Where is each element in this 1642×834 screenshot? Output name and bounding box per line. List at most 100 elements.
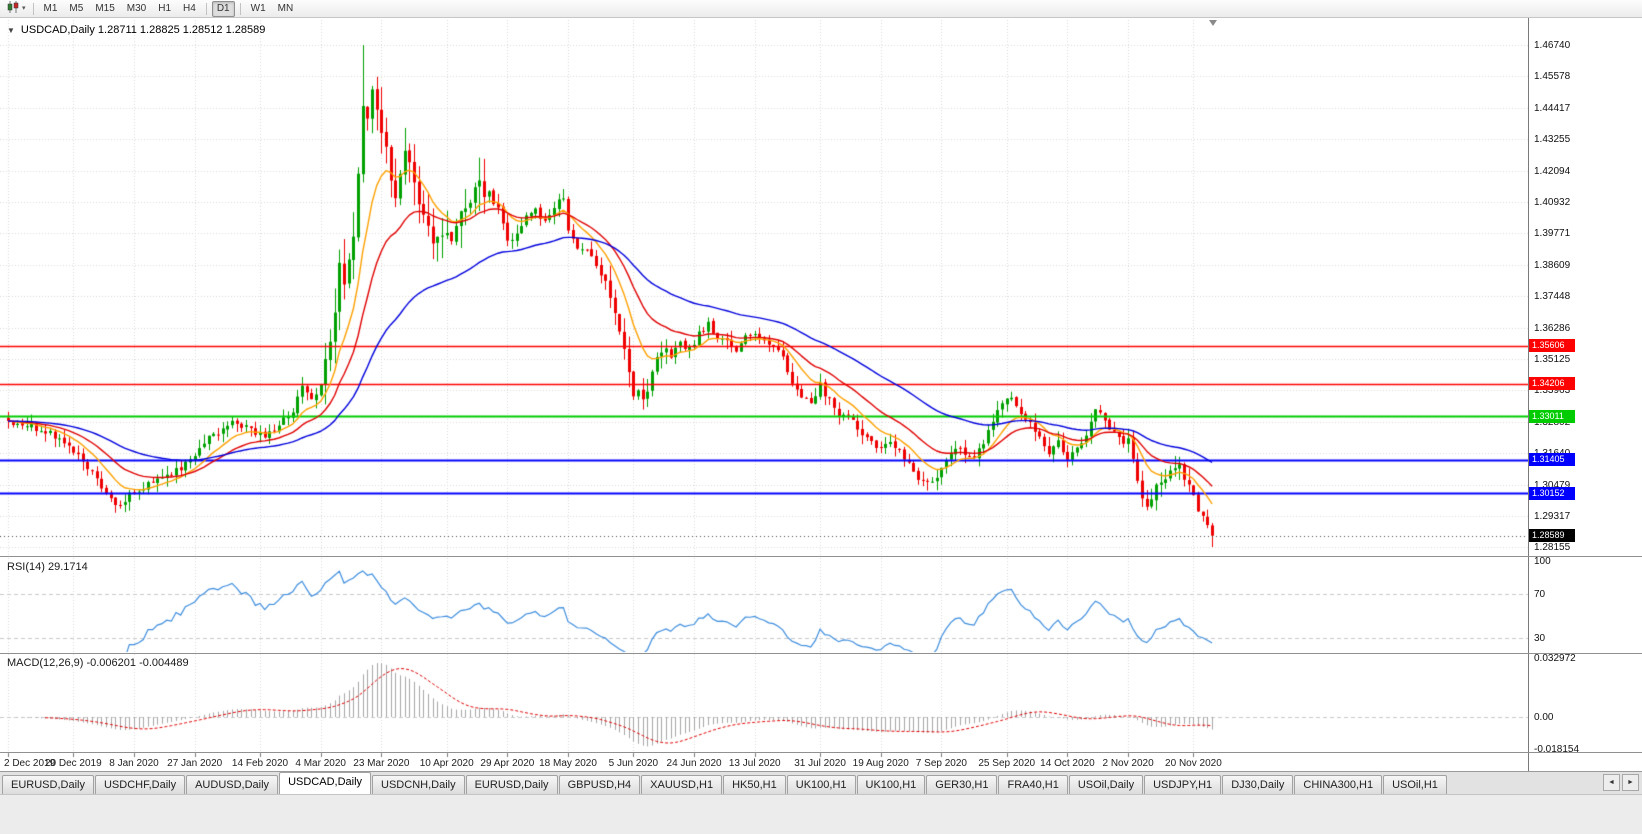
chart-tab-ger30-h1[interactable]: GER30,H1 <box>926 775 998 794</box>
chart-window: 1.46740 1.45578 1.44417 1.43255 1.42094 1.409… <box>0 18 1642 771</box>
rsi-axis-label: 70 <box>1534 589 1546 600</box>
price-axis-label: 1.29317 <box>1534 511 1571 522</box>
toolbar-separator <box>239 2 241 15</box>
rsi-axis-label: 30 <box>1534 633 1546 644</box>
chart-tab-uk100-h1[interactable]: UK100,H1 <box>786 775 856 794</box>
chart-tab-dj30-daily[interactable]: DJ30,Daily <box>1222 775 1294 794</box>
chart-tab-usdchf-daily[interactable]: USDCHF,Daily <box>94 775 186 794</box>
price-axis-label: 1.37448 <box>1534 291 1571 303</box>
one-click-trading-collapse-icon[interactable]: ▼ <box>7 25 15 35</box>
date-axis-label: 13 Jul 2020 <box>728 758 781 769</box>
price-axis-label: 1.43255 <box>1534 134 1571 146</box>
tab-scroll-buttons: ◄ ► <box>1603 774 1642 794</box>
chart-tab-fra40-h1[interactable]: FRA40,H1 <box>998 775 1068 794</box>
panel-splitter-macd-dates <box>0 752 1642 753</box>
toolbar-separator <box>205 2 207 15</box>
date-axis-label: 14 Feb 2020 <box>231 758 289 769</box>
timeframe-button-w1[interactable]: W1 <box>250 2 266 14</box>
chart-tab-gbpusd-h4[interactable]: GBPUSD,H4 <box>558 775 641 794</box>
chart-tab-usdjpy-h1[interactable]: USDJPY,H1 <box>1144 775 1222 794</box>
price-axis-label: 1.28155 <box>1534 542 1571 554</box>
chart-tab-usdcad-daily[interactable]: USDCAD,Daily <box>279 772 372 794</box>
date-axis-label: 2 Nov 2020 <box>1102 758 1154 769</box>
price-line-tag[interactable]: 1.35606 <box>1529 339 1575 353</box>
macd-axis-label: -0.018154 <box>1534 744 1580 756</box>
date-axis-label: 7 Sep 2020 <box>915 758 967 769</box>
price-axis-label: 1.45578 <box>1534 71 1571 83</box>
price-axis-label: 1.42094 <box>1534 165 1571 177</box>
date-axis-label: 14 Oct 2020 <box>1040 758 1095 769</box>
price-chart-canvas[interactable] <box>0 18 1528 771</box>
timeframe-button-m30[interactable]: M30 <box>126 2 147 14</box>
chart-tab-hk50-h1[interactable]: HK50,H1 <box>723 775 786 794</box>
chart-tab-xauusd-h1[interactable]: XAUUSD,H1 <box>641 775 723 794</box>
timeframe-button-h1[interactable]: H1 <box>158 2 172 14</box>
price-line-tag[interactable]: 1.28589 <box>1529 529 1575 543</box>
date-axis-label: 27 Jan 2020 <box>167 758 223 769</box>
date-axis-label: 8 Jan 2020 <box>109 758 159 769</box>
top-toolbar: ▾ M1 M5 M15 M30 H1 H4 D1 W1 MN <box>0 0 1642 18</box>
chart-title-text: USDCAD,Daily 1.28711 1.28825 1.28512 1.2… <box>20 24 266 36</box>
timeframe-button-d1[interactable]: D1 <box>211 0 235 17</box>
timeframe-button-m5[interactable]: M5 <box>69 2 84 14</box>
date-axis-label: 5 Jun 2020 <box>608 758 659 769</box>
date-axis-label: 20 Dec 2019 <box>44 758 102 769</box>
date-axis-label: 31 Jul 2020 <box>794 758 846 769</box>
timeframe-button-mn[interactable]: MN <box>277 2 294 14</box>
chart-tab-usoil-daily[interactable]: USOil,Daily <box>1068 775 1144 794</box>
timeframe-button-group: M1 M5 M15 M30 H1 H4 D1 W1 MN <box>38 0 300 17</box>
timeframe-button-m1[interactable]: M1 <box>43 2 58 14</box>
price-axis-label: 1.46740 <box>1534 40 1571 51</box>
candlestick-chart-icon <box>6 0 20 18</box>
chart-tab-audusd-daily[interactable]: AUDUSD,Daily <box>186 775 279 794</box>
price-line-tag[interactable]: 1.30152 <box>1529 486 1575 500</box>
tab-scroll-left-icon[interactable]: ◄ <box>1603 774 1620 791</box>
chart-ohlc-title: ▼ USDCAD,Daily 1.28711 1.28825 1.28512 1… <box>7 24 265 36</box>
price-axis-label: 1.40932 <box>1534 197 1571 208</box>
rsi-indicator-label: RSI(14) 29.1714 <box>7 561 88 573</box>
chart-tab-list: EURUSD,Daily USDCHF,Daily AUDUSD,Daily USDC… <box>2 772 1448 794</box>
price-axis-label: 1.38609 <box>1534 259 1571 271</box>
price-axis-label: 1.44417 <box>1534 102 1571 114</box>
chart-tab-usoil-h1[interactable]: USOil,H1 <box>1383 775 1447 794</box>
date-axis-label: 4 Mar 2020 <box>295 758 346 769</box>
date-axis-label: 23 Mar 2020 <box>353 758 410 769</box>
macd-indicator-label: MACD(12,26,9) -0.006201 -0.004489 <box>7 657 189 669</box>
rsi-axis-label: 100 <box>1534 556 1551 567</box>
price-line-tag[interactable]: 1.31405 <box>1529 453 1575 467</box>
price-axis-label: 1.39771 <box>1534 228 1571 240</box>
macd-axis-label: 0.032972 <box>1534 653 1576 665</box>
date-axis-label: 10 Apr 2020 <box>419 758 474 769</box>
toolbar-separator <box>32 2 34 15</box>
date-axis-label: 19 Aug 2020 <box>852 758 909 769</box>
date-axis-label: 2 Dec 2019 <box>4 758 56 769</box>
chart-tab-eurusd-daily[interactable]: EURUSD,Daily <box>2 775 94 794</box>
date-axis-label: 25 Sep 2020 <box>978 758 1036 769</box>
timeframe-button-h4[interactable]: H4 <box>183 2 196 14</box>
chart-tab-china300-h1[interactable]: CHINA300,H1 <box>1294 775 1383 794</box>
macd-axis-label: 0.00 <box>1534 712 1554 723</box>
panel-splitter-main-rsi[interactable] <box>0 556 1642 557</box>
chart-tab-usdcnh-daily[interactable]: USDCNH,Daily <box>372 775 465 794</box>
status-bar <box>0 794 1642 834</box>
chart-type-button[interactable]: ▾ <box>3 0 29 19</box>
chart-tab-uk100-h1[interactable]: UK100,H1 <box>856 775 926 794</box>
date-axis-label: 20 Nov 2020 <box>1165 758 1222 769</box>
price-axis[interactable]: 1.46740 1.45578 1.44417 1.43255 1.42094 1.409… <box>1528 18 1642 771</box>
price-axis-label: 1.33963 <box>1534 385 1571 397</box>
price-line-tag[interactable]: 1.34206 <box>1529 377 1575 391</box>
price-axis-label: 1.30479 <box>1534 479 1571 491</box>
chart-tab-eurusd-daily[interactable]: EURUSD,Daily <box>465 775 558 794</box>
price-line-tag[interactable]: 1.33011 <box>1529 409 1575 423</box>
chevron-down-icon[interactable]: ▾ <box>22 5 26 12</box>
date-axis-label: 29 Apr 2020 <box>480 758 535 769</box>
price-axis-label: 1.36286 <box>1534 322 1571 334</box>
chart-tab-bar: EURUSD,Daily USDCHF,Daily AUDUSD,Daily USDC… <box>0 771 1642 794</box>
timeframe-button-m15[interactable]: M15 <box>95 2 115 14</box>
panel-splitter-rsi-macd[interactable] <box>0 653 1642 654</box>
date-axis-label: 18 May 2020 <box>539 758 597 769</box>
chart-shift-marker[interactable] <box>1209 20 1217 26</box>
tab-scroll-right-icon[interactable]: ► <box>1622 774 1639 791</box>
price-axis-label: 1.35125 <box>1534 354 1571 365</box>
